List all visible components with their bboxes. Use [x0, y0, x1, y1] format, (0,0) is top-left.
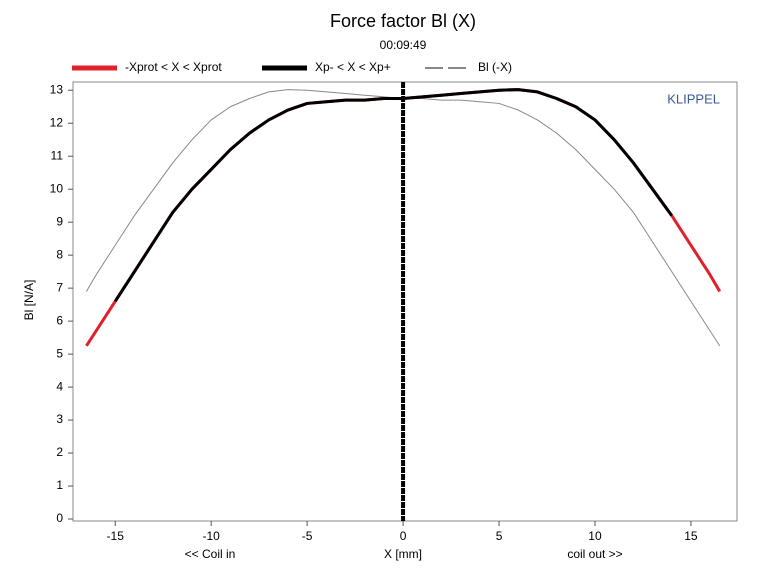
- x-tick-label: 5: [496, 529, 503, 543]
- y-tick-label: 2: [56, 445, 63, 459]
- y-tick-label: 1: [56, 478, 63, 492]
- x-tick-label: 10: [588, 529, 602, 543]
- x-axis-label-right: coil out >>: [567, 547, 622, 561]
- y-tick-label: 4: [56, 379, 63, 393]
- x-axis-label-left: << Coil in: [185, 547, 236, 561]
- legend-label: Bl (-X): [478, 60, 512, 74]
- x-tick-label: -15: [107, 529, 125, 543]
- series-line: [113, 88, 673, 303]
- y-tick-label: 7: [56, 280, 63, 294]
- subtitle: 00:09:49: [380, 38, 427, 52]
- y-tick-label: 8: [56, 247, 63, 261]
- y-tick-label: 11: [51, 148, 64, 162]
- x-tick-label: -5: [302, 529, 313, 543]
- chart-title: Force factor Bl (X): [330, 11, 476, 31]
- y-tick-label: 9: [56, 214, 63, 228]
- y-tick-label: 0: [56, 511, 63, 525]
- legend-label: -Xprot < X < Xprot: [125, 60, 222, 74]
- y-tick-label: 10: [50, 181, 64, 195]
- y-tick-label: 12: [50, 115, 64, 129]
- y-tick-label: 13: [50, 82, 64, 96]
- x-tick-label: -10: [203, 529, 221, 543]
- y-tick-label: 3: [56, 412, 63, 426]
- y-axis-label: Bl [N/A]: [22, 280, 36, 321]
- watermark: KLIPPEL: [667, 91, 720, 106]
- legend-label: Xp- < X < Xp+: [315, 60, 391, 74]
- x-tick-label: 0: [400, 529, 407, 543]
- y-tick-label: 6: [56, 313, 63, 327]
- x-axis-label: X [mm]: [384, 547, 422, 561]
- y-tick-label: 5: [56, 346, 63, 360]
- x-tick-label: 15: [684, 529, 698, 543]
